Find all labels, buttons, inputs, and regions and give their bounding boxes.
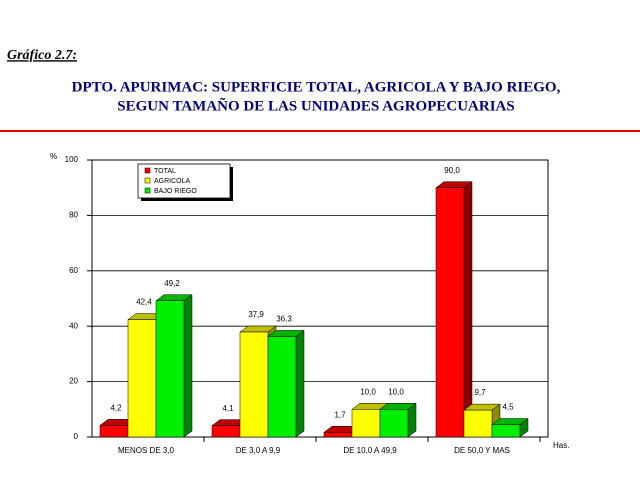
bar — [351, 409, 381, 438]
bar — [323, 432, 353, 438]
chart-title: SEGUN TAMAÑO DE LAS UNIDADES AGROPECUARI… — [117, 96, 514, 114]
header: Gráfico 2.7: — [7, 48, 77, 63]
bar — [99, 425, 129, 438]
value-label: 49,2 — [164, 279, 180, 288]
y-axis-label: % — [50, 152, 57, 161]
legend-label: TOTAL — [154, 168, 176, 175]
legend-swatch — [144, 167, 151, 174]
y-tick-label: 100 — [65, 155, 79, 164]
bar-side — [183, 294, 193, 438]
legend-label: BAJO RIEGO — [154, 188, 197, 195]
bar — [127, 319, 157, 438]
value-label: 1,7 — [334, 410, 346, 419]
y-tick-label: 60 — [69, 266, 78, 275]
value-label: 90,0 — [444, 166, 460, 175]
y-tick-label: 0 — [74, 432, 79, 441]
y-tick-label: 80 — [69, 211, 78, 220]
bar-side — [295, 329, 305, 438]
bar — [463, 409, 493, 438]
chart-title: DPTO. APURIMAC: SUPERFICIE TOTAL, AGRICO… — [72, 79, 561, 95]
bar — [155, 300, 185, 438]
x-axis-label: Has. — [553, 441, 569, 450]
legend — [137, 163, 231, 199]
bar — [379, 409, 409, 438]
x-tick-label: DE 3,0 A 9,9 — [236, 446, 281, 455]
legend-label: AGRICOLA — [154, 178, 191, 185]
value-label: 36,3 — [276, 315, 292, 324]
bar — [211, 425, 241, 438]
bar-side — [463, 181, 473, 438]
bar — [239, 331, 269, 438]
value-label: 4,1 — [222, 404, 234, 413]
bar — [491, 424, 521, 438]
legend-swatch — [144, 187, 151, 194]
value-label: 37,9 — [248, 310, 264, 319]
value-label: 42,4 — [136, 298, 152, 307]
value-label: 4,2 — [110, 403, 122, 412]
y-tick-label: 40 — [69, 321, 78, 330]
value-label: 4,5 — [502, 403, 514, 412]
y-tick-label: 20 — [69, 377, 78, 386]
value-label: 10,0 — [360, 387, 376, 396]
bar — [435, 187, 465, 438]
legend-swatch — [144, 177, 151, 184]
x-tick-label: DE 50,0 Y MAS — [454, 446, 510, 455]
x-tick-label: DE 10,0 A 49,9 — [343, 446, 397, 455]
value-label: 9,7 — [474, 388, 486, 397]
bar — [267, 336, 297, 438]
value-label: 10,0 — [388, 387, 404, 396]
x-tick-label: MENOS DE 3,0 — [118, 446, 175, 455]
